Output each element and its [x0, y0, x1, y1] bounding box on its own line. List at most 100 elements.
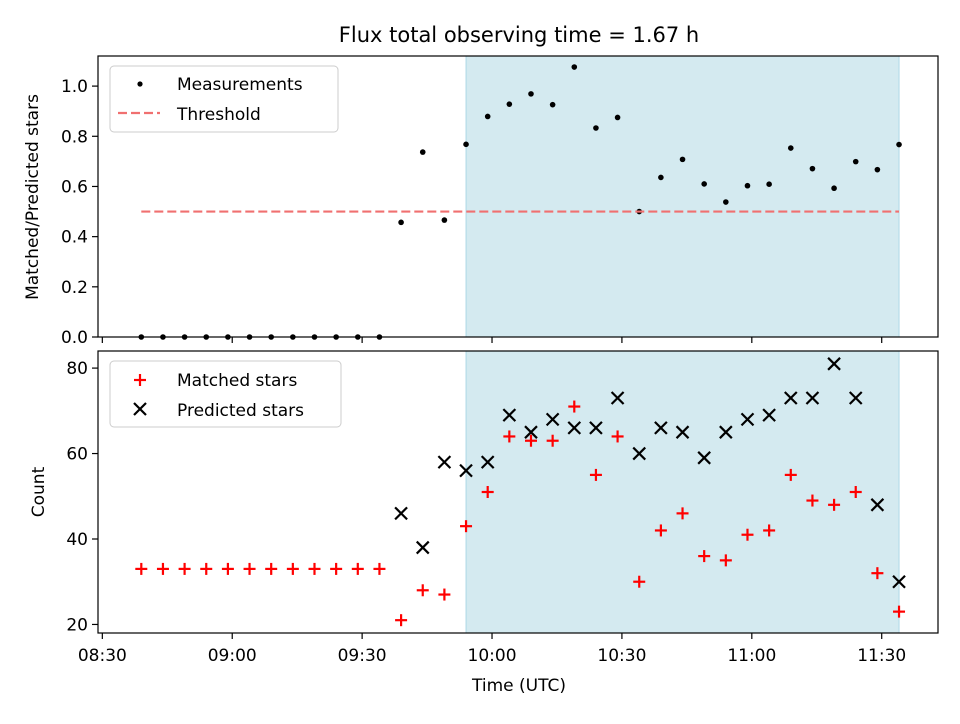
bottom-legend: Matched stars Predicted stars: [109, 360, 342, 428]
predicted-point: [827, 357, 841, 371]
x-tick-label: 10:30: [597, 646, 646, 666]
matched-point: [416, 584, 429, 597]
top-panel: 0.0 0.2 0.4 0.6 0.8 1.0 Matched/Predicted sta…: [23, 55, 939, 348]
top-shaded-region: [465, 55, 900, 338]
measurement-point: [852, 158, 859, 165]
matched-point: [633, 575, 646, 588]
predicted-point: [480, 455, 495, 469]
legend-measurements-marker: [137, 81, 143, 87]
predicted-point: [415, 540, 430, 555]
measurement-point: [398, 219, 404, 226]
legend-threshold-label: Threshold: [176, 105, 261, 125]
measurement-point: [874, 166, 881, 173]
bottom-y-axis-label: Count: [29, 466, 49, 517]
matched-point: [286, 562, 299, 575]
predicted-point: [632, 446, 647, 461]
matched-point: [243, 562, 256, 575]
bottom-shaded-region: [465, 350, 900, 634]
bot-y-tick-label: 20: [66, 615, 88, 635]
matched-point: [546, 434, 559, 447]
matched-point: [806, 494, 819, 507]
matched-point: [503, 430, 516, 443]
matched-point: [221, 562, 234, 575]
measurement-point: [723, 199, 729, 205]
matched-point: [828, 498, 841, 511]
measurement-point: [484, 113, 491, 120]
matched-point: [589, 468, 602, 481]
matched-point: [351, 562, 364, 575]
measurement-point: [506, 101, 513, 107]
measurement-point: [549, 101, 556, 108]
matched-point: [698, 550, 711, 563]
matched-point: [308, 562, 321, 575]
top-x-axis: [101, 337, 883, 343]
legend-predicted-marker: [133, 402, 147, 416]
predicted-point: [762, 408, 776, 422]
measurement-point: [679, 156, 686, 163]
predicted-point: [437, 455, 452, 469]
x-tick-label: 09:30: [338, 646, 387, 666]
matched-point: [156, 562, 169, 575]
matched-point: [654, 524, 667, 537]
bot-y-tick-label: 80: [66, 359, 88, 379]
matched-point: [741, 528, 754, 541]
matched-point: [200, 562, 213, 575]
predicted-point: [892, 574, 906, 589]
top-y-axis: 0.0 0.2 0.4 0.6 0.8 1.0: [61, 77, 98, 348]
matched-point: [763, 524, 776, 537]
predicted-point: [394, 506, 408, 521]
x-tick-label: 11:00: [727, 646, 776, 666]
bot-y-tick-label: 60: [66, 445, 88, 465]
top-y-tick-label: 0.8: [61, 127, 88, 147]
top-y-tick-label: 0.6: [61, 177, 88, 197]
matched-point: [611, 430, 624, 443]
top-y-axis-label: Matched/Predicted stars: [23, 94, 43, 300]
measurement-point: [441, 217, 448, 223]
matched-point: [373, 562, 386, 575]
matched-point: [784, 468, 797, 481]
bot-y-tick-label: 40: [66, 530, 88, 550]
x-tick-label: 11:30: [857, 646, 906, 666]
matched-point: [330, 562, 343, 575]
predicted-point: [567, 421, 582, 435]
predicted-point: [675, 425, 690, 439]
legend-matched-marker: [134, 374, 146, 386]
matched-point: [568, 400, 581, 413]
bottom-panel: 20 40 60 80 08:30 09:00 09:30 10:00 10:30 11:00 1…: [29, 350, 939, 696]
matched-point: [438, 588, 451, 601]
matched-point: [719, 554, 732, 567]
bottom-y-axis: 20 40 60 80: [66, 359, 98, 635]
measurement-point: [896, 141, 902, 148]
legend-predicted-label: Predicted stars: [177, 401, 304, 421]
predicted-point: [459, 463, 473, 478]
predicted-point: [848, 391, 863, 405]
matched-point: [893, 605, 906, 618]
legend-measurements-label: Measurements: [177, 75, 303, 95]
predicted-point: [524, 425, 538, 439]
measurement-point: [787, 145, 794, 151]
top-y-tick-label: 0.2: [61, 278, 88, 298]
top-legend: Measurements Threshold: [109, 65, 339, 133]
matched-point: [481, 486, 494, 498]
top-y-tick-label: 0.4: [61, 228, 88, 248]
measurement-point: [744, 182, 751, 189]
measurement-point: [571, 64, 578, 70]
matched-point: [395, 614, 408, 627]
measurement-point: [831, 185, 837, 192]
bottom-x-axis: 08:30 09:00 09:30 10:00 10:30 11:00 11:30: [78, 633, 906, 666]
matched-point: [871, 567, 884, 580]
top-plot-frame: [97, 55, 939, 338]
x-axis-label: Time (UTC): [471, 676, 566, 696]
measurement-point: [528, 91, 534, 97]
measurement-point: [593, 125, 599, 131]
bottom-plot-frame: [97, 350, 939, 634]
measurement-point: [766, 181, 772, 188]
matched-point: [849, 486, 862, 498]
matched-point: [265, 562, 278, 575]
chart-title: Flux total observing time = 1.67 h: [339, 23, 699, 47]
predicted-point: [870, 498, 885, 512]
measurement-point: [701, 181, 707, 187]
x-tick-label: 09:00: [208, 646, 257, 666]
bottom-marks: [135, 357, 906, 627]
predicted-point: [719, 425, 733, 439]
